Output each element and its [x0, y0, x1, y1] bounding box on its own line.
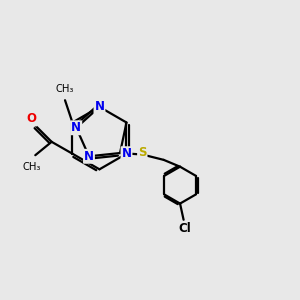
Text: CH₃: CH₃ [22, 162, 41, 172]
Text: O: O [27, 112, 37, 125]
Text: N: N [122, 147, 131, 160]
Text: Cl: Cl [179, 222, 191, 235]
Text: N: N [71, 121, 81, 134]
Text: S: S [138, 146, 147, 159]
Text: CH₃: CH₃ [56, 84, 74, 94]
Text: N: N [94, 100, 104, 113]
Text: N: N [84, 150, 94, 163]
